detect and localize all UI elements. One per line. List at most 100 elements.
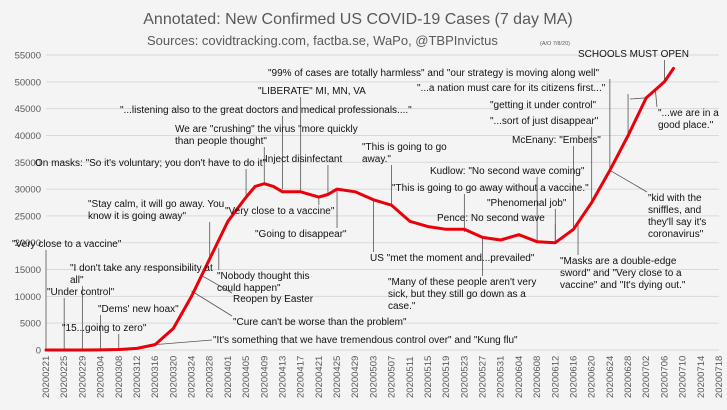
annotation-label: Kudlow: "No second wave coming" xyxy=(430,166,585,177)
y-tick-label: 10000 xyxy=(15,292,41,303)
x-tick-label: 20200401 xyxy=(223,356,234,398)
x-axis-ticks: 20200221 20200225 20200229 20200304 20200308… xyxy=(41,356,725,398)
x-tick-label: 20200429 xyxy=(350,356,361,398)
x-tick-label: 20200706 xyxy=(659,356,670,398)
annotation-label: "I don't take any responsibility at all" xyxy=(70,263,213,286)
y-tick-label: 5000 xyxy=(20,319,41,330)
y-tick-label: 35000 xyxy=(15,158,41,169)
x-tick-label: 20200304 xyxy=(96,356,107,398)
annotation-label: "Phenomenal job" xyxy=(487,198,567,209)
y-tick-label: 50000 xyxy=(15,77,41,88)
annotation-leader xyxy=(155,339,213,346)
series-line xyxy=(44,66,675,352)
x-tick-label: 20200417 xyxy=(296,356,307,398)
x-tick-label: 20200515 xyxy=(423,356,434,398)
chart-title: Annotated: New Confirmed US COVID-19 Cas… xyxy=(143,11,573,28)
x-tick-label: 20200608 xyxy=(532,356,543,398)
x-tick-label: 20200702 xyxy=(641,356,652,398)
annotation-leader xyxy=(200,274,233,294)
y-tick-label: 0 xyxy=(36,346,41,357)
annotation-label: "99% of cases are totally harmless" and … xyxy=(268,68,599,79)
annotation-leader xyxy=(654,89,658,108)
x-tick-label: 20200421 xyxy=(314,356,325,398)
annotation-label: Reopen by Easter xyxy=(233,294,314,305)
x-tick-label: 20200718 xyxy=(714,356,725,398)
x-tick-label: 20200324 xyxy=(187,356,198,398)
x-tick-label: 20200308 xyxy=(114,356,125,398)
x-tick-label: 20200511 xyxy=(405,356,416,398)
x-tick-label: 20200316 xyxy=(150,356,161,398)
annotation-label: "...listening also to the great doctors … xyxy=(120,105,412,116)
x-tick-label: 20200624 xyxy=(605,356,616,398)
annotation-label: "...we are in a good place." xyxy=(658,108,719,131)
annotation-label: "Cure can't be worse than the problem" xyxy=(233,317,407,328)
annotation-label: McEnany: "Embers" xyxy=(512,135,601,146)
annotation-label: "Under control" xyxy=(47,287,115,298)
x-tick-label: 20200503 xyxy=(368,356,379,398)
x-tick-label: 20200405 xyxy=(241,356,252,398)
x-tick-label: 20200229 xyxy=(77,356,88,398)
x-tick-label: 20200604 xyxy=(514,356,525,398)
x-tick-label: 20200714 xyxy=(696,356,707,398)
x-tick-label: 20200320 xyxy=(168,356,179,398)
x-tick-label: 20200523 xyxy=(459,356,470,398)
annotation-label: "15...going to zero" xyxy=(62,323,147,334)
x-tick-label: 20200531 xyxy=(496,356,507,398)
annotation-label: "Nobody thought this could happen" xyxy=(217,271,310,294)
annotation-label: "This is going to go away without a vacc… xyxy=(392,183,589,194)
annotation-label: Pence: No second wave xyxy=(437,213,545,224)
annotation-leader xyxy=(629,97,647,100)
x-tick-label: 20200312 xyxy=(132,356,143,398)
annotation-label: "This is going to go away." xyxy=(362,142,447,165)
annotation-label: "Many of these people aren't very sick, b… xyxy=(388,277,536,312)
x-tick-label: 20200620 xyxy=(587,356,598,398)
annotation-label: "...a nation must care for its citizens … xyxy=(417,83,606,94)
x-tick-label: 20200527 xyxy=(478,356,489,398)
annotation-label: "LIBERATE" MI, MN, VA xyxy=(258,86,366,97)
annotation-label: On masks: "So it's voluntary; you don't … xyxy=(35,158,266,169)
annotation-leader xyxy=(191,290,233,317)
series xyxy=(44,66,675,352)
annotation-label: "...sort of just disappear" xyxy=(490,116,599,127)
annotation-label: "Very close to a vaccine" xyxy=(12,239,122,250)
chart-subtitle-note: (A/O 7/8/20) xyxy=(540,41,570,47)
y-tick-label: 15000 xyxy=(15,265,41,276)
annotation-label: "Stay calm, it will go away. You know it … xyxy=(88,199,224,222)
chart-subtitle: Sources: covidtracking.com, factba.se, W… xyxy=(147,33,498,48)
grid xyxy=(46,54,719,351)
annotation-label: "Masks are a double-edge sword" and "Very… xyxy=(560,256,686,291)
x-tick-label: 20200612 xyxy=(550,356,561,398)
annotation-label: US "met the moment and...prevailed" xyxy=(370,253,535,264)
x-tick-label: 20200413 xyxy=(277,356,288,398)
annotation-leaders xyxy=(45,60,665,350)
y-tick-label: 45000 xyxy=(15,104,41,115)
x-tick-label: 20200616 xyxy=(568,356,579,398)
y-axis-ticks: 0 5000 10000 15000 20000 25000 30000 35000 40000… xyxy=(15,51,41,357)
annotations: "Very close to a vaccine" "I don't take a… xyxy=(12,49,719,346)
x-tick-label: 20200710 xyxy=(678,356,689,398)
x-tick-label: 20200519 xyxy=(441,356,452,398)
annotation-label: "It's something that we have tremendous … xyxy=(213,335,518,346)
x-tick-label: 20200425 xyxy=(332,356,343,398)
x-tick-label: 20200409 xyxy=(259,356,270,398)
annotation-label: "Very close to a vaccine" xyxy=(225,206,335,217)
y-tick-label: 40000 xyxy=(15,131,41,142)
y-tick-label: 20000 xyxy=(15,238,41,249)
annotation-label: Inject disinfectant xyxy=(265,154,342,165)
x-tick-label: 20200221 xyxy=(41,356,52,398)
x-tick-label: 20200328 xyxy=(205,356,216,398)
annotation-label: "getting it under control" xyxy=(490,100,597,111)
x-tick-label: 20200507 xyxy=(387,356,398,398)
x-tick-label: 20200225 xyxy=(59,356,70,398)
annotation-label: SCHOOLS MUST OPEN xyxy=(578,49,689,60)
annotation-label: We are "crushing" the virus "more quickl… xyxy=(175,124,358,147)
annotation-label: "Going to disappear" xyxy=(255,229,347,240)
y-tick-label: 25000 xyxy=(15,211,41,222)
annotation-label: "Dems' new hoax" xyxy=(98,304,179,315)
annotation-label: "kid with the sniffles, and they'll say it… xyxy=(648,193,706,240)
y-tick-label: 30000 xyxy=(15,185,41,196)
y-tick-label: 55000 xyxy=(15,51,41,62)
annotation-leader xyxy=(609,169,648,193)
